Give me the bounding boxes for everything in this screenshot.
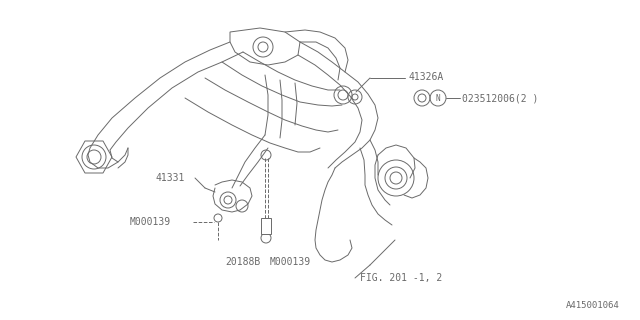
Text: 023512006(2 ): 023512006(2 ) (462, 93, 538, 103)
Text: 41326A: 41326A (408, 72, 444, 82)
Text: M000139: M000139 (130, 217, 171, 227)
Text: N: N (436, 93, 440, 102)
Text: 20188B: 20188B (225, 257, 260, 267)
Text: M000139: M000139 (270, 257, 311, 267)
Text: FIG. 201 -1, 2: FIG. 201 -1, 2 (360, 273, 442, 283)
FancyBboxPatch shape (261, 218, 271, 234)
Text: 41331: 41331 (155, 173, 184, 183)
Text: A415001064: A415001064 (566, 301, 620, 310)
